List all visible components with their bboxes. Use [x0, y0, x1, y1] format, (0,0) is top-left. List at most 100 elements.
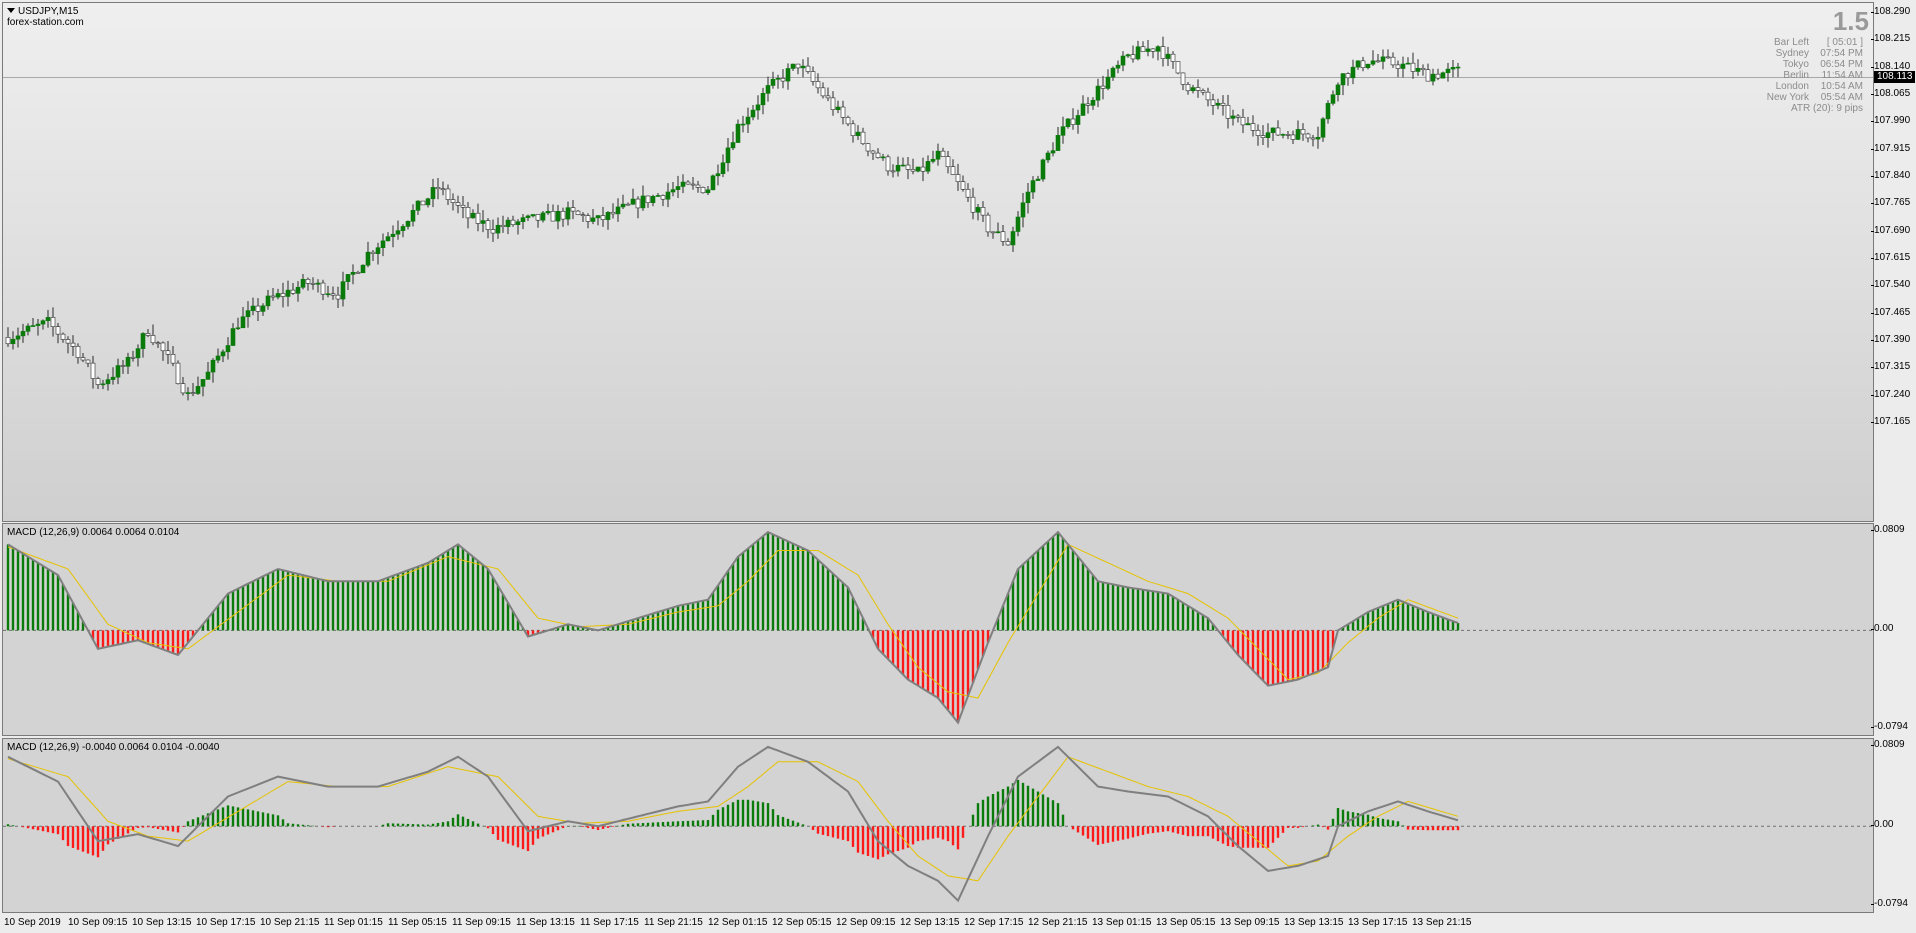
- candle-body: [1000, 231, 1006, 242]
- price-chart-panel[interactable]: USDJPY,M15 forex-station.com 1.5 Bar Lef…: [2, 2, 1874, 522]
- candle-body: [1445, 68, 1451, 74]
- candle: [610, 203, 616, 219]
- candle-body: [490, 229, 496, 234]
- candle-body: [580, 214, 586, 216]
- candle: [890, 164, 896, 178]
- candle: [40, 319, 46, 330]
- candle: [1130, 45, 1136, 63]
- macd2-axis[interactable]: 0.0809 0.00 -0.0794: [1870, 738, 1916, 911]
- macd-tick: -0.0794: [1871, 721, 1908, 732]
- candle: [630, 188, 636, 205]
- candle: [575, 210, 581, 216]
- candle-body: [1355, 60, 1361, 68]
- candle: [860, 127, 866, 146]
- candle: [725, 137, 731, 172]
- signal-line: [7, 756, 1459, 882]
- candle: [475, 203, 481, 232]
- macd1-axis[interactable]: 0.0809 0.00 -0.0794: [1870, 523, 1916, 734]
- candle: [470, 209, 476, 219]
- candle: [660, 194, 666, 207]
- candle-body: [950, 166, 956, 175]
- candle-body: [935, 150, 941, 160]
- candle-body: [1135, 46, 1141, 60]
- candle-body: [75, 346, 81, 358]
- candle: [1010, 226, 1016, 252]
- candle: [750, 105, 756, 121]
- candle: [455, 195, 461, 214]
- candle: [35, 318, 41, 336]
- candle-body: [1175, 61, 1181, 74]
- time-axis[interactable]: 10 Sep 2019 10 Sep 09:15 10 Sep 13:15 10 Se…: [2, 911, 1872, 933]
- candle-body: [1300, 129, 1306, 135]
- time-tick: 12 Sep 01:15: [708, 917, 768, 928]
- candle: [370, 249, 376, 262]
- info-row-bar-left: Bar Left[ 05:01 ]: [1773, 37, 1863, 48]
- candle-body: [400, 226, 406, 231]
- candle: [940, 147, 946, 157]
- candle: [1140, 41, 1146, 52]
- candle: [1160, 36, 1166, 67]
- candle: [1260, 125, 1266, 145]
- candle-body: [325, 293, 331, 296]
- candle-body: [250, 305, 256, 311]
- candle-body: [210, 359, 216, 373]
- candle-body: [360, 264, 366, 274]
- candle: [425, 197, 431, 208]
- candle: [445, 184, 451, 206]
- current-price-tag: 108.113: [1874, 70, 1916, 83]
- candle-body: [1035, 178, 1041, 181]
- candle: [560, 207, 566, 227]
- candle: [160, 341, 166, 361]
- candle: [1045, 150, 1051, 163]
- candle: [400, 224, 406, 238]
- candle: [980, 201, 986, 222]
- candle: [75, 343, 81, 364]
- candle-body: [215, 355, 221, 361]
- price-tick: 107.765: [1870, 197, 1911, 209]
- candle-body: [30, 325, 36, 327]
- candle: [290, 283, 296, 295]
- candle: [485, 218, 491, 239]
- candle-body: [365, 251, 371, 266]
- candle-body: [770, 78, 776, 86]
- candle-body: [205, 371, 211, 380]
- candle: [235, 317, 241, 330]
- info-row-sydney: Sydney 07:54 PM: [1775, 48, 1863, 59]
- candle-body: [1365, 63, 1371, 68]
- macd-histogram-2: [3, 745, 1873, 903]
- candle: [680, 174, 686, 194]
- candle-body: [70, 342, 76, 347]
- candle-body: [1180, 72, 1186, 85]
- candle: [955, 163, 961, 191]
- candle: [930, 150, 936, 164]
- source-label: forex-station.com: [7, 17, 84, 28]
- time-tick: 13 Sep 17:15: [1348, 917, 1408, 928]
- candle-body: [1310, 137, 1316, 140]
- chart-menu-triangle-icon[interactable]: [7, 8, 15, 13]
- candle-body: [1025, 191, 1031, 204]
- candle: [1400, 56, 1406, 78]
- candle: [895, 156, 901, 177]
- candle: [1075, 109, 1081, 134]
- candle: [260, 303, 266, 316]
- candle: [790, 63, 796, 72]
- candle: [1205, 87, 1211, 107]
- candle: [1345, 72, 1351, 86]
- candle: [855, 125, 861, 140]
- macd-panel-2[interactable]: MACD (12,26,9) -0.0040 0.0064 0.0104 -0.…: [2, 738, 1874, 913]
- price-axis[interactable]: 108.290 108.215 108.140 108.065 107.990 107.9…: [1870, 2, 1916, 520]
- candle-body: [595, 215, 601, 219]
- time-tick: 13 Sep 09:15: [1220, 917, 1280, 928]
- candle: [5, 327, 11, 347]
- candle-body: [870, 150, 876, 154]
- candle: [1390, 52, 1396, 68]
- candle: [1215, 98, 1221, 110]
- candle-body: [85, 359, 91, 364]
- candle-body: [735, 123, 741, 143]
- macd-panel-1[interactable]: MACD (12,26,9) 0.0064 0.0064 0.0104: [2, 523, 1874, 736]
- candle-body: [755, 104, 761, 111]
- candle-body: [1040, 159, 1046, 180]
- candlestick-chart[interactable]: [3, 3, 1873, 521]
- candle-body: [290, 289, 296, 294]
- candle-body: [180, 383, 186, 394]
